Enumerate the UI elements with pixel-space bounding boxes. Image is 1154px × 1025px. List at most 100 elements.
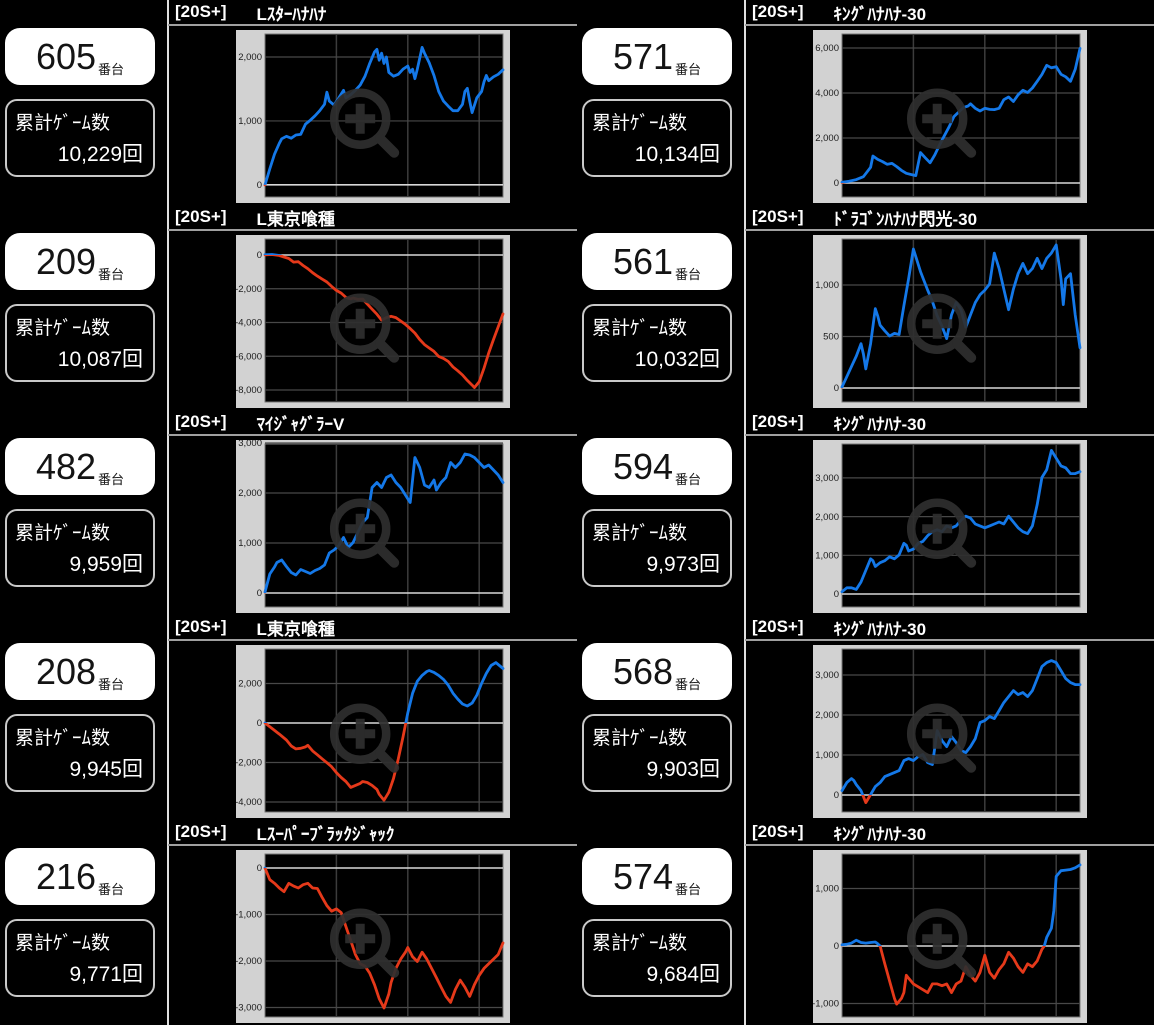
- y-axis-tick-label: 4,000: [815, 88, 839, 99]
- y-axis-tick-label: 0: [257, 863, 262, 874]
- column-separator: [744, 615, 746, 820]
- y-axis-tick-label: 1,000: [238, 538, 262, 549]
- machine-number-box[interactable]: 561 番台: [582, 233, 732, 290]
- y-axis-tick-label: -1,000: [813, 999, 839, 1010]
- total-games-value: 10,032回: [634, 348, 720, 371]
- slump-line-positive: [840, 448, 1082, 594]
- slump-line-positive: [840, 46, 1082, 184]
- machine-number: 209: [35, 240, 97, 282]
- slump-graph: 0 2,000 4,000 6,000: [815, 33, 1082, 198]
- machine-number-suffix: 番台: [98, 267, 125, 282]
- chart-title: [20S+] Lｽｰﾊﾟｰﾌﾞﾗｯｸｼﾞｬｯｸ: [168, 820, 577, 844]
- y-axis-tick-label: 1,000: [815, 280, 839, 291]
- machine-number-suffix: 番台: [675, 62, 702, 77]
- zoom-icon: [329, 293, 400, 363]
- machine-number: 594: [612, 445, 674, 487]
- y-axis-tick-label: 2,000: [815, 133, 839, 144]
- chart-thumbnail[interactable]: 2,000 0 -2,000 -4,000: [236, 645, 510, 818]
- rate-tag: [20S+]: [175, 207, 227, 226]
- column-separator: [167, 820, 169, 1025]
- chart-thumbnail[interactable]: 0 2,000 4,000 6,000: [813, 30, 1087, 203]
- chart-thumbnail[interactable]: 0 -2,000 -4,000 -6,000 -8,000: [236, 235, 510, 408]
- slump-graph: 1,000 0 -1,000: [813, 853, 1082, 1018]
- machine-number: 561: [612, 240, 674, 282]
- y-axis-tick-label: 0: [834, 383, 839, 394]
- y-axis-tick-label: 500: [823, 332, 839, 343]
- chart-thumbnail[interactable]: 0 1,000 2,000 3,000: [813, 440, 1087, 613]
- total-games-label: 累計ｹﾞｰﾑ数: [15, 318, 111, 339]
- machine-number-box[interactable]: 216 番台: [5, 848, 155, 905]
- machine-name: Lｽｰﾊﾟｰﾌﾞﾗｯｸｼﾞｬｯｸ: [256, 824, 395, 844]
- chart-thumbnail[interactable]: 0 1,000 2,000: [236, 30, 510, 203]
- total-games-box: 累計ｹﾞｰﾑ数 9,684回: [582, 919, 732, 997]
- column-separator: [744, 820, 746, 1025]
- total-games-value: 10,087回: [57, 348, 143, 371]
- chart-thumbnail[interactable]: 1,000 0 -1,000: [813, 850, 1087, 1023]
- machine-name: ｷﾝｸﾞﾊﾅﾊﾅ-30: [833, 414, 927, 434]
- y-axis-tick-label: -4,000: [236, 318, 262, 329]
- machine-panel: 571 番台 累計ｹﾞｰﾑ数 10,134回 [20S+] ｷﾝｸﾞﾊﾅﾊﾅ-30…: [577, 0, 1154, 205]
- chart-thumbnail[interactable]: 0 1,000 2,000 3,000: [236, 440, 510, 613]
- chart-title: [20S+] L東京喰種: [168, 205, 577, 229]
- machine-number-box[interactable]: 482 番台: [5, 438, 155, 495]
- y-axis-tick-label: -4,000: [236, 797, 262, 808]
- slump-line-positive: [263, 452, 505, 593]
- total-games-label: 累計ｹﾞｰﾑ数: [592, 523, 688, 544]
- machine-number-suffix: 番台: [98, 677, 125, 692]
- zoom-icon: [906, 88, 977, 158]
- y-axis-tick-label: 1,000: [815, 750, 839, 761]
- slump-graph: 0 1,000 2,000 3,000: [238, 440, 505, 608]
- y-axis-tick-label: 3,000: [815, 670, 839, 681]
- machine-name: L東京喰種: [256, 209, 335, 229]
- machine-panel: 561 番台 累計ｹﾞｰﾑ数 10,032回 [20S+] ﾄﾞﾗｺﾞﾝﾊﾅﾊﾅ閃…: [577, 205, 1154, 410]
- machine-name: ｷﾝｸﾞﾊﾅﾊﾅ-30: [833, 4, 927, 24]
- chart-thumbnail[interactable]: 0 500 1,000: [813, 235, 1087, 408]
- machine-number-box[interactable]: 594 番台: [582, 438, 732, 495]
- total-games-box: 累計ｹﾞｰﾑ数 9,959回: [5, 509, 155, 587]
- chart-title: [20S+] ｷﾝｸﾞﾊﾅﾊﾅ-30: [745, 410, 1154, 434]
- total-games-value: 9,684回: [646, 963, 720, 986]
- total-games-box: 累計ｹﾞｰﾑ数 9,973回: [582, 509, 732, 587]
- machine-name: ｷﾝｸﾞﾊﾅﾊﾅ-30: [833, 824, 927, 844]
- machine-panel: 594 番台 累計ｹﾞｰﾑ数 9,973回 [20S+] ｷﾝｸﾞﾊﾅﾊﾅ-30 …: [577, 410, 1154, 615]
- machine-number-box[interactable]: 574 番台: [582, 848, 732, 905]
- slump-line-positive: [263, 45, 505, 185]
- chart-thumbnail[interactable]: 0 1,000 2,000 3,000: [813, 645, 1087, 818]
- machine-number-box[interactable]: 568 番台: [582, 643, 732, 700]
- total-games-value: 10,229回: [57, 143, 143, 166]
- title-divider: [168, 639, 577, 641]
- total-games-label: 累計ｹﾞｰﾑ数: [15, 933, 111, 954]
- machine-number-box[interactable]: 571 番台: [582, 28, 732, 85]
- machine-number: 482: [35, 445, 97, 487]
- title-divider: [745, 24, 1154, 26]
- y-axis-tick-label: -6,000: [236, 351, 262, 362]
- zoom-icon: [906, 703, 977, 773]
- chart-title: [20S+] ｷﾝｸﾞﾊﾅﾊﾅ-30: [745, 820, 1154, 844]
- y-axis-tick-label: 1,000: [238, 116, 262, 127]
- machine-number-box[interactable]: 209 番台: [5, 233, 155, 290]
- total-games-value: 9,903回: [646, 758, 720, 781]
- machine-number-suffix: 番台: [675, 472, 702, 487]
- machine-panel: 209 番台 累計ｹﾞｰﾑ数 10,087回 [20S+] L東京喰種 0 -2,0…: [0, 205, 577, 410]
- total-games-label: 累計ｹﾞｰﾑ数: [15, 523, 111, 544]
- slump-line-negative: [263, 867, 505, 1010]
- chart-title: [20S+] ｷﾝｸﾞﾊﾅﾊﾅ-30: [745, 615, 1154, 639]
- y-axis-tick-label: -1,000: [236, 910, 262, 921]
- rate-tag: [20S+]: [175, 822, 227, 841]
- column-separator: [167, 0, 169, 205]
- y-axis-tick-label: 2,000: [238, 488, 262, 499]
- y-axis-tick-label: 1,000: [815, 884, 839, 895]
- title-divider: [745, 434, 1154, 436]
- total-games-value: 9,973回: [646, 553, 720, 576]
- slump-line-negative: [263, 723, 408, 802]
- machine-number-box[interactable]: 605 番台: [5, 28, 155, 85]
- slump-graph: 0 -2,000 -4,000 -6,000 -8,000: [236, 238, 505, 403]
- zoom-icon: [906, 293, 977, 363]
- chart-title: [20S+] L東京喰種: [168, 615, 577, 639]
- machine-number-box[interactable]: 208 番台: [5, 643, 155, 700]
- chart-thumbnail[interactable]: 0 -1,000 -2,000 -3,000: [236, 850, 510, 1023]
- y-axis-tick-label: 0: [257, 180, 262, 191]
- total-games-box: 累計ｹﾞｰﾑ数 10,134回: [582, 99, 732, 177]
- machine-number-suffix: 番台: [675, 677, 702, 692]
- slump-graph: 0 1,000 2,000 3,000: [815, 648, 1082, 813]
